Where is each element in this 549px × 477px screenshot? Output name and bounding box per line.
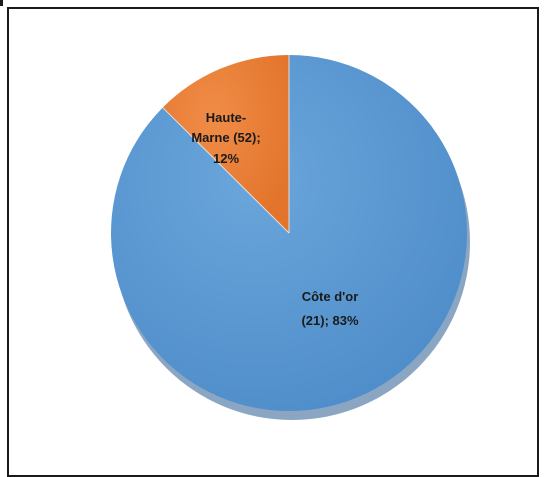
corner-mark (0, 0, 3, 6)
pie-chart: Côte d'or (21); 83% Haute- Marne (52); 1… (110, 55, 470, 420)
slice-label-cote-dor-line1: Côte d'or (302, 289, 359, 304)
slice-label-cote-dor-line2: (21); 83% (301, 313, 359, 328)
slice-label-haute-marne-line2: Marne (52); (191, 130, 260, 145)
pie-slices (110, 55, 467, 411)
slice-label-haute-marne-line1: Haute- (206, 110, 246, 125)
pie-slice-haute-marne (162, 55, 289, 233)
slice-separator-1 (162, 107, 290, 234)
slice-label-haute-marne-line3: 12% (213, 151, 239, 166)
